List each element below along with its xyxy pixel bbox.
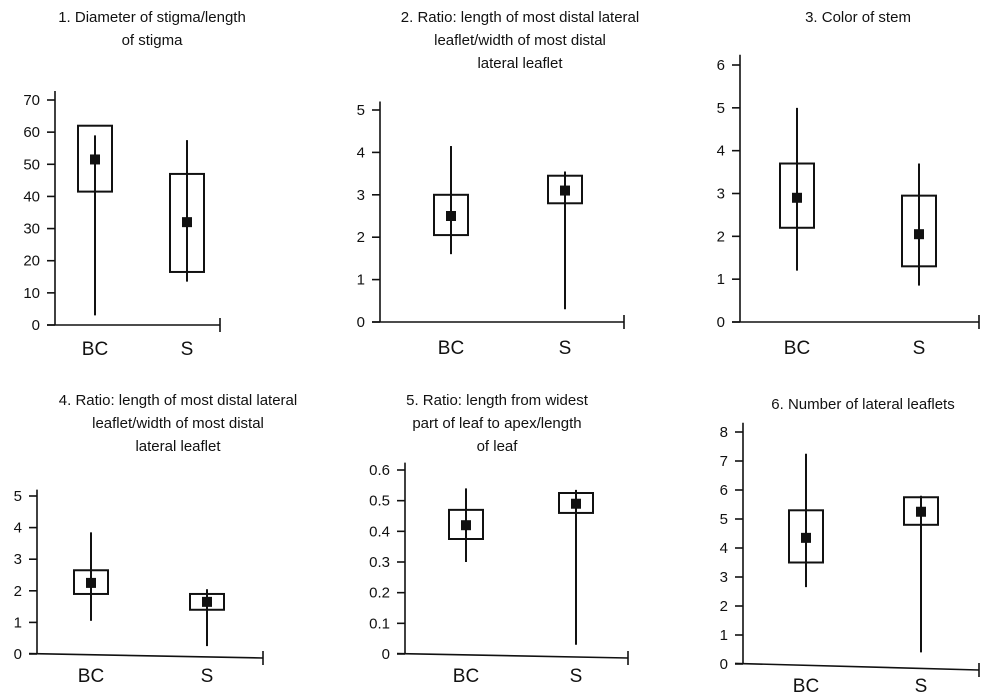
panel4-s-mean-marker <box>202 596 212 607</box>
panel5-s-box <box>558 492 594 514</box>
panel3-y-tick-label: 4 <box>717 143 725 160</box>
panel1-y-tick-label: 60 <box>23 124 40 141</box>
panel4-bc-mean-marker <box>86 577 96 588</box>
panel4-y-tick-label: 3 <box>14 551 22 568</box>
panel3-bc-mean-marker <box>792 192 802 203</box>
panel2-s-box <box>547 174 583 205</box>
panel3-y-tick-label: 1 <box>717 271 725 288</box>
panel3-y-tick-label: 5 <box>717 100 725 117</box>
panel5-s-category-label: S <box>570 666 583 687</box>
panel1-y-tick-label: 30 <box>23 221 40 238</box>
panel1-bc-mean-marker <box>90 154 100 165</box>
panel5-title-line: 5. Ratio: length from widest <box>406 392 589 409</box>
panel4-y-tick-label: 5 <box>14 488 22 505</box>
panel3-y-tick-label: 6 <box>717 57 725 74</box>
panel5-bc-box <box>448 508 484 541</box>
panel1-y-tick-label: 70 <box>23 92 40 109</box>
panel6-s-box <box>903 496 939 526</box>
panel6-bc-box <box>788 509 824 564</box>
panel2-title-line: lateral leaflet <box>477 55 563 72</box>
panel4-y-tick-label: 4 <box>14 520 22 537</box>
panel3-s-mean-marker <box>914 229 924 240</box>
panel1-y-tick-label: 0 <box>32 317 40 334</box>
panel2-s-category-label: S <box>559 338 572 359</box>
panel2-bc-mean-marker <box>446 211 456 221</box>
panel3-y-tick-label: 3 <box>717 186 725 203</box>
panel1-y-tick-label: 50 <box>23 156 40 173</box>
panel2-y-tick-label: 5 <box>357 102 365 119</box>
panel6-y-tick-label: 0 <box>720 656 728 673</box>
panel3-bc-box <box>779 162 815 229</box>
panel5-title-line: of leaf <box>477 438 519 455</box>
panel5-bc-category-label: BC <box>453 666 479 687</box>
panel2-title-line: leaflet/width of most distal <box>434 32 606 49</box>
panel6-y-tick-label: 4 <box>720 540 728 557</box>
panel4-bc-box <box>73 569 109 595</box>
panel6-y-tick-label: 3 <box>720 569 728 586</box>
panel6-y-tick-label: 8 <box>720 424 728 441</box>
panel5-x-axis <box>396 652 629 659</box>
panel4-s-box <box>189 592 225 611</box>
panel1-bc-box <box>77 124 113 193</box>
panel2-bc-box <box>433 193 469 237</box>
panel2-y-tick-label: 4 <box>357 144 365 161</box>
panel4-x-axis <box>28 652 264 659</box>
panel5-y-tick-label: 0.2 <box>369 585 390 602</box>
panel1-title-line: 1. Diameter of stigma/length <box>58 9 246 26</box>
panel5-y-tick-label: 0.5 <box>369 493 390 510</box>
panel6-y-tick-label: 5 <box>720 511 728 528</box>
panel3-s-category-label: S <box>913 338 926 359</box>
panel6-title-line: 6. Number of lateral leaflets <box>771 396 954 413</box>
panel2-s-mean-marker <box>560 185 570 196</box>
panel1-s-category-label: S <box>181 339 194 360</box>
panel4-title-line: leaflet/width of most distal <box>92 415 264 432</box>
panel5-title-line: part of leaf to apex/length <box>412 415 581 432</box>
panel5-y-tick-label: 0.3 <box>369 554 390 571</box>
panel5-y-tick-label: 0.6 <box>369 462 390 479</box>
panel5-bc-mean-marker <box>461 520 471 531</box>
panel4-y-tick-label: 1 <box>14 614 22 631</box>
panel2-y-tick-label: 2 <box>357 229 365 246</box>
panel5-s-mean-marker <box>571 498 581 509</box>
panel6-s-mean-marker <box>916 506 926 517</box>
panel2-y-tick-label: 1 <box>357 272 365 289</box>
panel1-y-tick-label: 20 <box>23 253 40 270</box>
panel4-title-line: 4. Ratio: length of most distal lateral <box>59 392 297 409</box>
panel1-s-mean-marker <box>182 217 192 228</box>
panel2-y-tick-label: 0 <box>357 314 365 331</box>
panel4-s-category-label: S <box>201 666 214 687</box>
panel6-bc-category-label: BC <box>793 676 819 697</box>
panel1-title-line: of stigma <box>122 32 184 49</box>
panel1-y-tick-label: 10 <box>23 285 40 302</box>
panel3-title-line: 3. Color of stem <box>805 9 911 26</box>
panel3-bc-category-label: BC <box>784 338 810 359</box>
panel2-title-line: 2. Ratio: length of most distal lateral <box>401 9 639 26</box>
panel6-bc-mean-marker <box>801 532 811 543</box>
panel2-bc-category-label: BC <box>438 338 464 359</box>
panel5-y-tick-label: 0.4 <box>369 523 390 540</box>
panel4-bc-category-label: BC <box>78 666 104 687</box>
panel3-y-tick-label: 0 <box>717 314 725 331</box>
panel3-s-box <box>901 194 937 268</box>
panel3-y-tick-label: 2 <box>717 228 725 245</box>
panel6-y-tick-label: 1 <box>720 627 728 644</box>
panel6-y-tick-label: 7 <box>720 453 728 470</box>
panel6-x-axis <box>734 662 980 671</box>
panel4-title-line: lateral leaflet <box>135 438 221 455</box>
panel4-y-tick-label: 0 <box>14 646 22 663</box>
panel1-y-tick-label: 40 <box>23 188 40 205</box>
panel1-bc-category-label: BC <box>82 339 108 360</box>
panel5-y-tick-label: 0.1 <box>369 615 390 632</box>
panel6-s-category-label: S <box>915 676 928 697</box>
panel4-y-tick-label: 2 <box>14 583 22 600</box>
panel2-y-tick-label: 3 <box>357 187 365 204</box>
panel6-y-tick-label: 2 <box>720 598 728 615</box>
panel6-y-tick-label: 6 <box>720 482 728 499</box>
panel5-y-tick-label: 0 <box>382 646 390 663</box>
panel1-s-box <box>169 172 205 273</box>
